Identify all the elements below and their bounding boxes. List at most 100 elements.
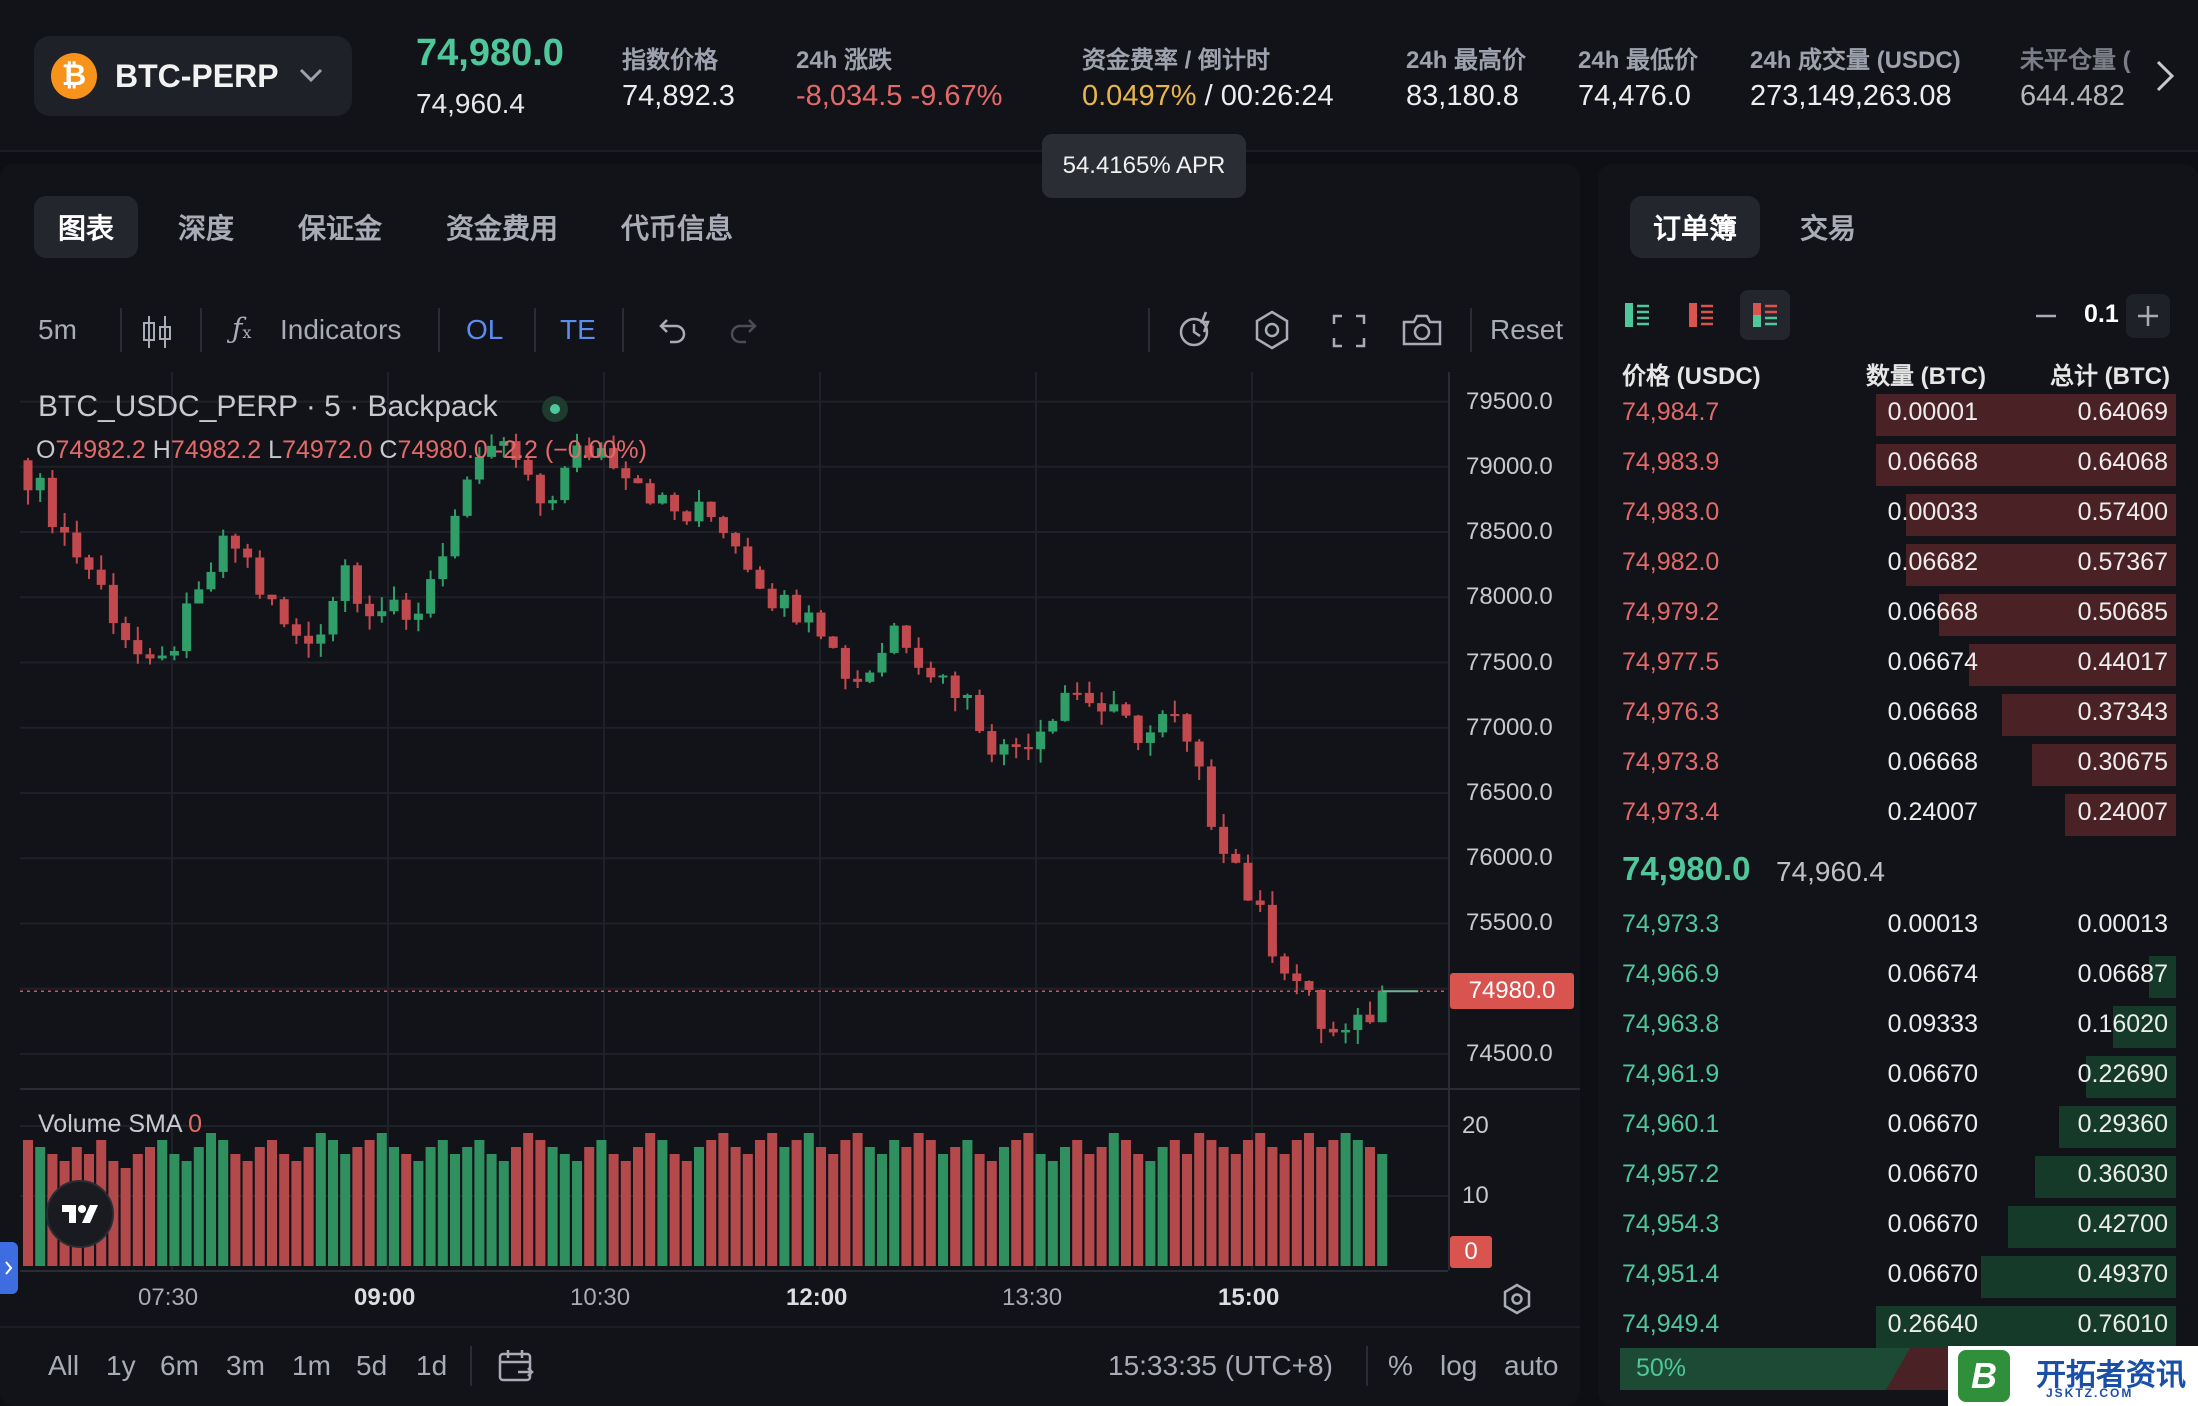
ask-row[interactable]: 74,982.0 0.06682 0.57367	[1598, 540, 2198, 590]
volume-bar	[1157, 1147, 1168, 1266]
volume-bar	[1279, 1154, 1290, 1266]
range-all[interactable]: All	[48, 1350, 80, 1381]
side-drawer-handle[interactable]	[0, 1242, 18, 1294]
bid-row[interactable]: 74,949.4 0.26640 0.76010	[1598, 1302, 2198, 1352]
symbol-selector[interactable]: ₿ BTC-PERP	[34, 36, 352, 116]
bid-row[interactable]: 74,963.8 0.09333 0.16020	[1598, 1002, 2198, 1052]
bid-row[interactable]: 74,957.2 0.06670 0.36030	[1598, 1152, 2198, 1202]
ask-row[interactable]: 74,983.9 0.06668 0.64068	[1598, 440, 2198, 490]
candle-body	[1084, 692, 1094, 704]
te-button[interactable]: TE	[560, 314, 596, 345]
axis-settings-icon[interactable]	[1500, 1282, 1534, 1316]
tab-depth[interactable]: 深度	[177, 213, 234, 244]
minus-icon[interactable]	[2034, 308, 2058, 324]
volume-bar	[559, 1154, 570, 1266]
funding-label[interactable]: 资金费率 / 倒计时	[1082, 47, 1271, 74]
row-qty: 0.06674	[1887, 960, 1978, 988]
candle-body	[23, 460, 33, 491]
volume-bar	[523, 1133, 534, 1266]
candle-body	[218, 535, 228, 572]
bid-row[interactable]: 74,966.9 0.06674 0.06687	[1598, 952, 2198, 1002]
row-qty: 0.06668	[1887, 748, 1978, 776]
plus-button[interactable]	[2126, 294, 2170, 338]
alert-clock-icon[interactable]	[1176, 308, 1218, 350]
log-toggle[interactable]: log	[1440, 1350, 1478, 1381]
tab-funding[interactable]: 资金费用	[445, 213, 558, 244]
undo-icon[interactable]	[654, 314, 688, 348]
change-legend: -2.2 (−0.00%)	[494, 436, 647, 464]
book-view-asks-icon[interactable]	[1686, 300, 1716, 330]
ask-row[interactable]: 74,976.3 0.06668 0.37343	[1598, 690, 2198, 740]
candlestick-chart[interactable]	[20, 372, 1448, 1090]
low-value-legend: 74972.0	[282, 436, 373, 464]
clock-timezone[interactable]: 15:33:35 (UTC+8)	[1108, 1350, 1333, 1381]
ask-row[interactable]: 74,984.7 0.00001 0.64069	[1598, 390, 2198, 440]
price-tick: 77500.0	[1466, 648, 1553, 676]
fullscreen-icon[interactable]	[1330, 312, 1368, 350]
candle-body	[877, 652, 887, 673]
header-price: 价格 (USDC)	[1622, 363, 1761, 390]
candle-body	[1353, 1014, 1363, 1030]
reset-button[interactable]: Reset	[1490, 314, 1564, 345]
volume-bar	[1291, 1140, 1302, 1266]
camera-icon[interactable]	[1400, 310, 1444, 350]
book-view-bids-button[interactable]	[1740, 290, 1790, 340]
candle-style-icon[interactable]	[140, 312, 174, 352]
range-3m[interactable]: 3m	[226, 1350, 265, 1381]
range-1y[interactable]: 1y	[106, 1350, 136, 1381]
candle-body	[96, 569, 106, 585]
tab-chart[interactable]: 图表	[34, 196, 138, 258]
ol-button[interactable]: OL	[466, 314, 504, 345]
volume-bar	[1340, 1133, 1351, 1266]
range-5d[interactable]: 5d	[356, 1350, 388, 1381]
volume-bar	[1230, 1154, 1241, 1266]
candle-body	[792, 594, 802, 623]
candle-body	[682, 511, 692, 522]
volume-legend-label: Volume SMA	[38, 1110, 182, 1138]
volume-bar	[755, 1140, 765, 1266]
volume-bar	[315, 1133, 326, 1266]
bid-row[interactable]: 74,973.3 0.00013 0.00013	[1598, 902, 2198, 952]
candle-body	[1121, 704, 1131, 716]
candle-body	[1109, 704, 1119, 712]
ask-row[interactable]: 74,977.5 0.06674 0.44017	[1598, 640, 2198, 690]
volume-bar	[1243, 1140, 1253, 1266]
ask-row[interactable]: 74,983.0 0.00033 0.57400	[1598, 490, 2198, 540]
ask-row[interactable]: 74,973.8 0.06668 0.30675	[1598, 740, 2198, 790]
volume-legend: Volume SMA 0	[38, 1110, 202, 1139]
price-tick: 79500.0	[1466, 387, 1553, 415]
calendar-icon[interactable]	[496, 1346, 536, 1386]
volume-bar	[35, 1147, 46, 1266]
book-view-both-icon[interactable]	[1622, 300, 1652, 330]
volume-bar	[901, 1147, 912, 1266]
indicators-button[interactable]: Indicators	[280, 314, 402, 345]
bid-row[interactable]: 74,960.1 0.06670 0.29360	[1598, 1102, 2198, 1152]
tab-token-info[interactable]: 代币信息	[620, 213, 733, 244]
tradingview-logo-icon[interactable]	[46, 1180, 114, 1248]
row-total: 0.36030	[2077, 1160, 2168, 1188]
percent-toggle[interactable]: %	[1388, 1350, 1413, 1381]
auto-toggle[interactable]: auto	[1504, 1350, 1559, 1381]
candle-body	[755, 569, 765, 589]
redo-icon[interactable]	[728, 314, 762, 348]
volume-bar	[950, 1147, 961, 1266]
candle-body	[609, 448, 619, 469]
function-icon[interactable]: ƒx	[232, 312, 252, 345]
range-6m[interactable]: 6m	[160, 1350, 199, 1381]
ask-row[interactable]: 74,973.4 0.24007 0.24007	[1598, 790, 2198, 840]
tab-trades[interactable]: 交易	[1799, 213, 1856, 244]
range-1d[interactable]: 1d	[416, 1350, 448, 1381]
bid-row[interactable]: 74,951.4 0.06670 0.49370	[1598, 1252, 2198, 1302]
funding-value[interactable]: 0.0497% / 00:26:24	[1082, 80, 1334, 113]
volume-bar	[706, 1140, 717, 1266]
ask-row[interactable]: 74,979.2 0.06668 0.50685	[1598, 590, 2198, 640]
bid-row[interactable]: 74,961.9 0.06670 0.22690	[1598, 1052, 2198, 1102]
tab-margin[interactable]: 保证金	[297, 213, 382, 244]
tab-orderbook[interactable]: 订单簿	[1630, 196, 1760, 258]
settings-gear-icon[interactable]	[1250, 308, 1294, 352]
chevron-right-icon[interactable]	[2148, 56, 2182, 96]
interval-selector[interactable]: 5m	[38, 314, 77, 345]
bid-row[interactable]: 74,954.3 0.06670 0.42700	[1598, 1202, 2198, 1252]
range-1m[interactable]: 1m	[292, 1350, 331, 1381]
volume-label: 24h 成交量 (USDC)	[1750, 47, 1961, 74]
